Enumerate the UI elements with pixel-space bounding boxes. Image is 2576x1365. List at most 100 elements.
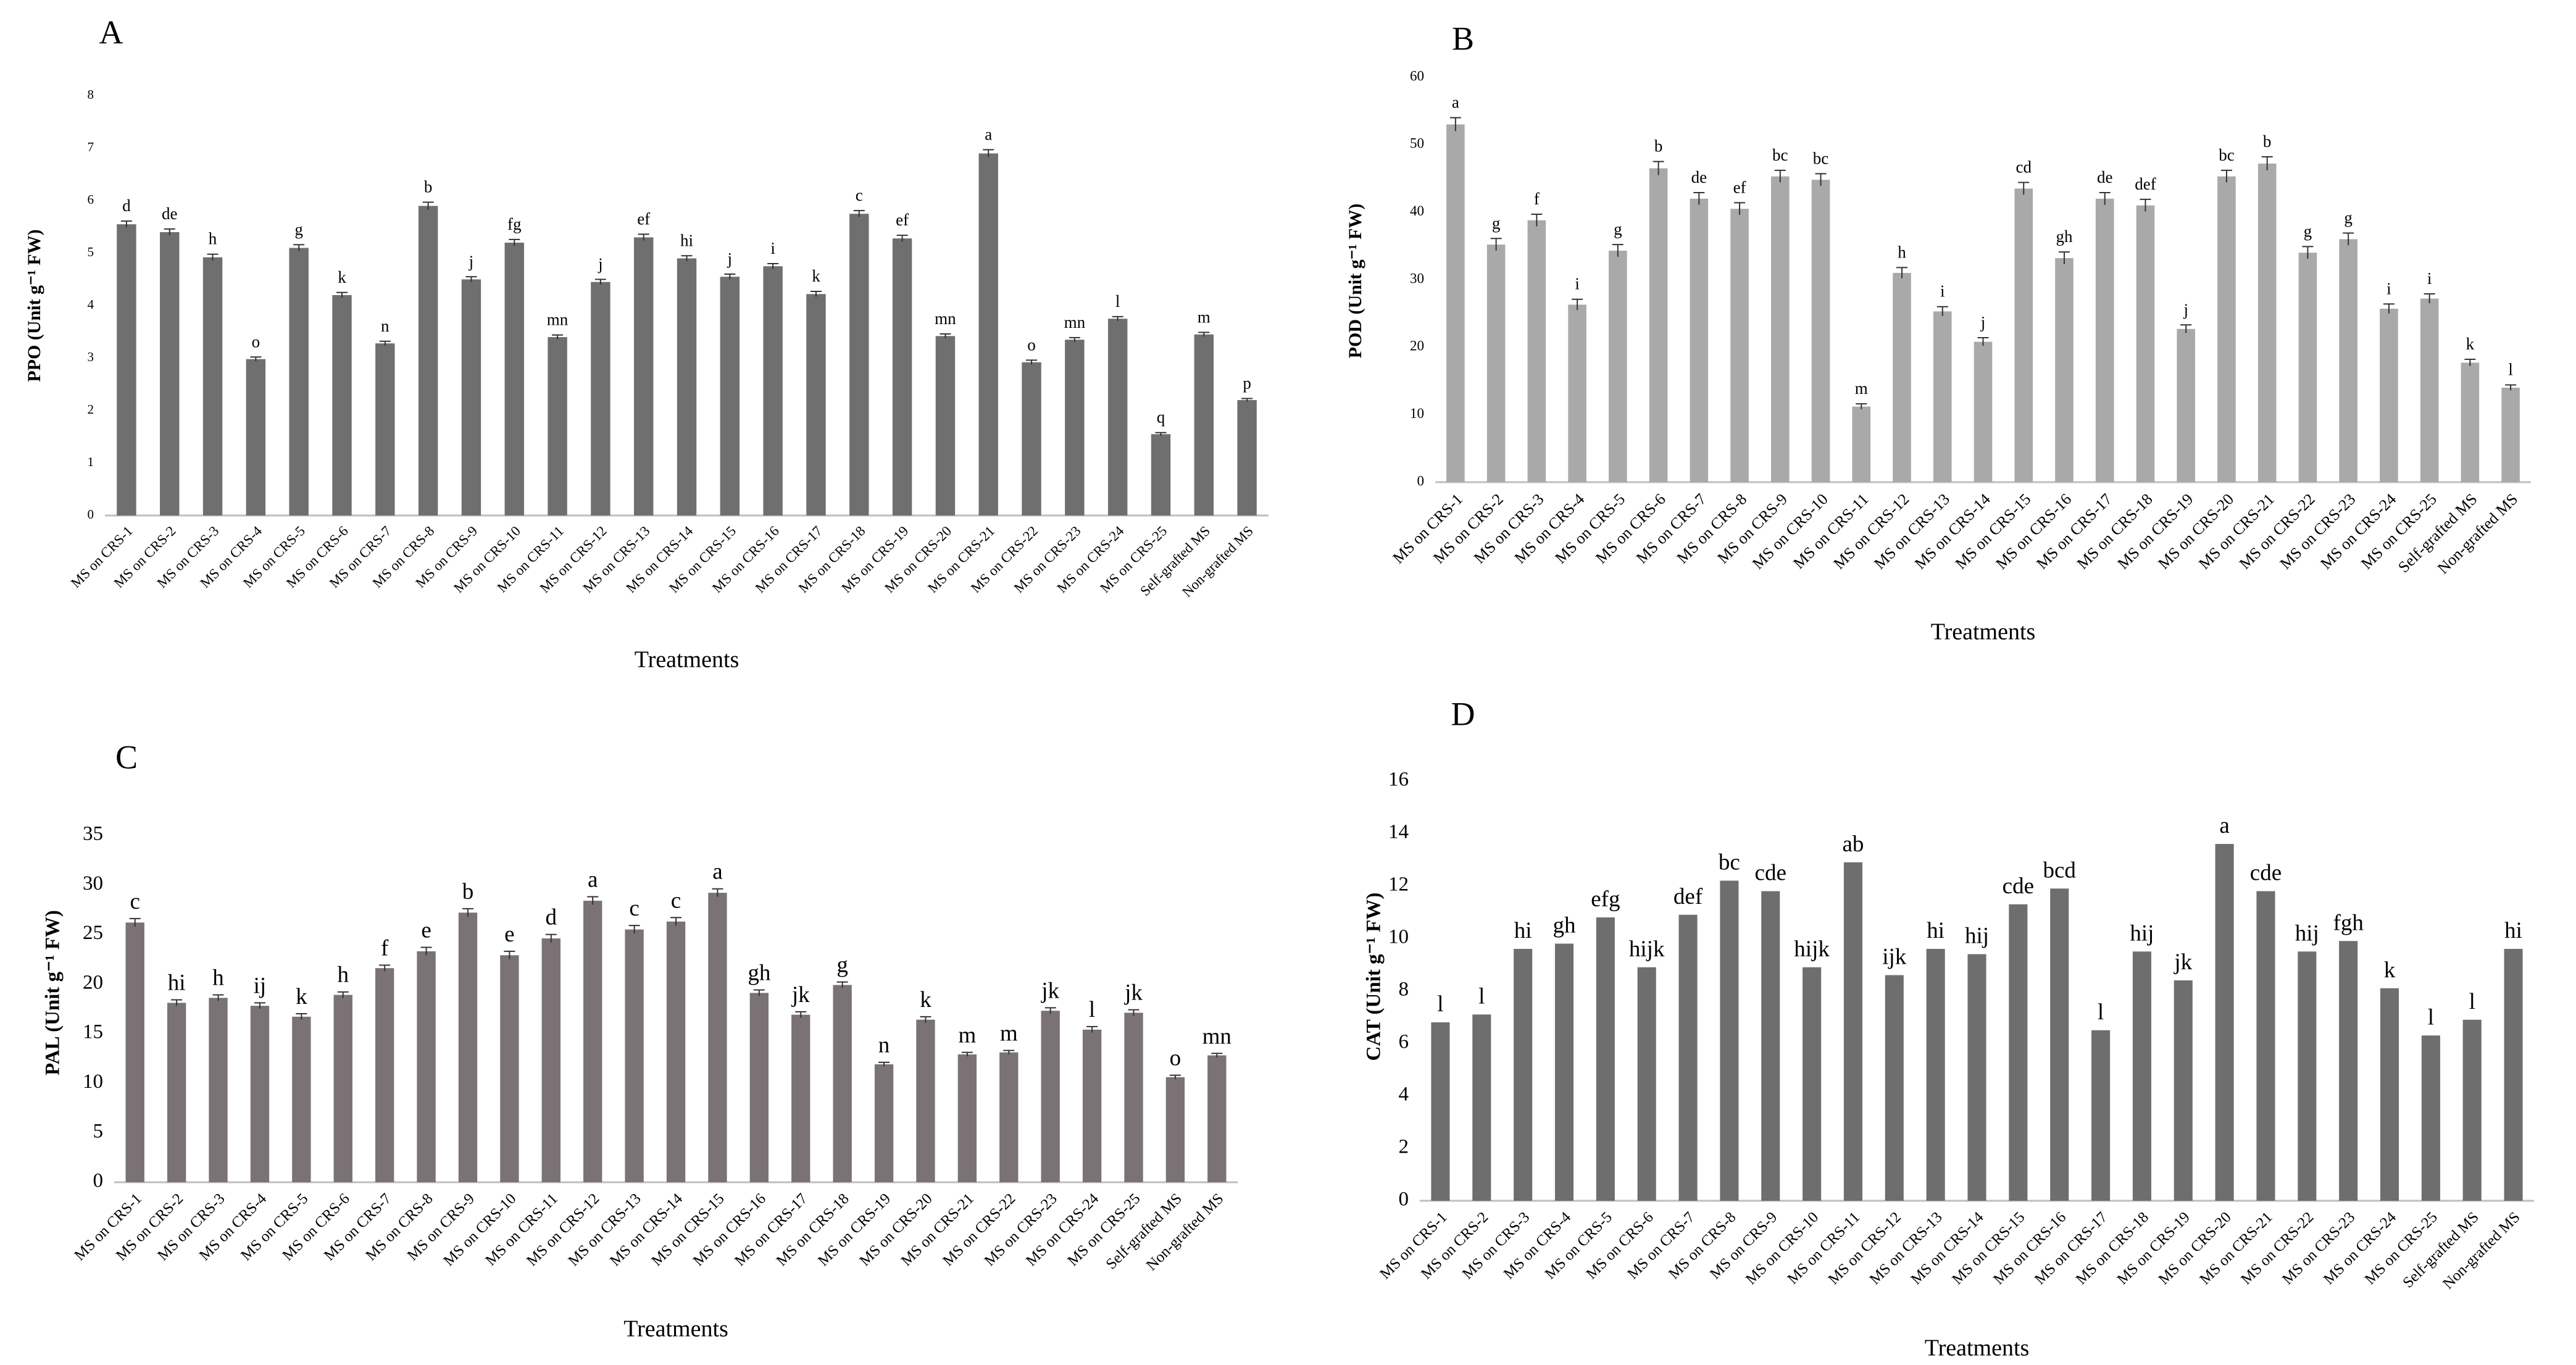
category-label: MS on CRS-17	[2032, 1209, 2111, 1288]
significance-letter: g	[2344, 209, 2353, 227]
significance-letter: ef	[1733, 178, 1746, 196]
bar	[246, 359, 266, 516]
bar	[1967, 954, 1986, 1201]
significance-letter: o	[1027, 335, 1036, 354]
category-label: MS on CRS-12	[1825, 1209, 1904, 1288]
y-tick-label: 8	[1399, 979, 1409, 1001]
bar	[458, 912, 478, 1182]
bar	[625, 929, 644, 1182]
category-label: MS on CRS-13	[1867, 1209, 1946, 1288]
bar	[375, 968, 394, 1182]
category-label: MS on CRS-20	[856, 1190, 935, 1269]
significance-letter: hijk	[1629, 937, 1665, 962]
category-label: MS on CRS-17	[732, 1190, 811, 1269]
significance-letter: a	[1452, 93, 1459, 112]
y-tick-label: 20	[1410, 338, 1424, 354]
significance-letter: def	[1674, 884, 1703, 909]
bar	[2256, 891, 2275, 1201]
bar	[806, 294, 826, 516]
bar	[332, 295, 352, 516]
significance-letter: a	[712, 859, 722, 885]
category-label: MS on CRS-16	[1990, 1209, 2069, 1288]
significance-letter: f	[1534, 190, 1540, 208]
significance-letter: de	[162, 204, 178, 223]
bar	[2009, 904, 2028, 1201]
significance-letter: jk	[1123, 980, 1143, 1006]
bar	[874, 1064, 894, 1182]
bar	[1082, 1029, 1102, 1182]
significance-letter: n	[381, 317, 390, 335]
significance-letter: jk	[791, 982, 810, 1008]
significance-letter: hij	[2130, 920, 2154, 946]
significance-letter: gh	[748, 960, 771, 985]
panel-letter-c: C	[115, 738, 138, 775]
panel-letter-a: A	[99, 14, 123, 51]
significance-letter: k	[2384, 958, 2396, 983]
significance-letter: k	[338, 268, 346, 286]
bar	[1690, 198, 1709, 482]
significance-letter: h	[212, 966, 224, 991]
significance-letter: b	[462, 879, 474, 904]
significance-letter: ef	[896, 211, 909, 229]
bar	[500, 955, 519, 1182]
significance-letter: e	[504, 922, 514, 947]
significance-letter: gh	[1553, 913, 1576, 938]
bar	[2339, 941, 2358, 1201]
category-label: MS on CRS-18	[773, 1190, 852, 1269]
x-axis-title: Treatments	[623, 1316, 728, 1342]
bar	[2217, 176, 2236, 482]
bar	[292, 1016, 311, 1182]
bar	[289, 248, 309, 516]
category-label: MS on CRS-23	[982, 1190, 1061, 1269]
y-tick-label: 35	[83, 823, 103, 845]
bar	[1761, 891, 1780, 1201]
x-axis-title: Treatments	[1925, 1335, 2030, 1361]
significance-letter: c	[671, 888, 681, 913]
significance-letter: bc	[1772, 146, 1788, 164]
significance-letter: l	[2428, 1004, 2434, 1030]
significance-letter: cde	[2003, 874, 2034, 899]
y-tick-label: 30	[83, 872, 103, 895]
bar	[999, 1052, 1019, 1182]
bar	[167, 1003, 186, 1182]
category-label: MS on CRS-19	[815, 1190, 894, 1269]
bar	[1637, 967, 1656, 1201]
bar	[591, 282, 611, 516]
category-label: MS on CRS-15	[648, 1190, 727, 1269]
bar	[2174, 980, 2193, 1201]
significance-letter: l	[1089, 997, 1095, 1022]
significance-letter: mn	[1064, 313, 1086, 332]
significance-letter: fgh	[2333, 910, 2364, 935]
significance-letter: j	[727, 249, 733, 268]
category-label: Non-grafted MS	[1143, 1190, 1227, 1274]
significance-letter: n	[878, 1033, 890, 1058]
significance-letter: k	[812, 267, 820, 285]
bar	[833, 985, 852, 1182]
bar	[1165, 1077, 1185, 1182]
bar	[1207, 1055, 1227, 1182]
significance-letter: m	[1000, 1021, 1018, 1046]
bar	[2421, 1035, 2440, 1201]
significance-letter: i	[2386, 279, 2391, 298]
significance-letter: de	[1691, 168, 1707, 186]
significance-letter: b	[2263, 132, 2272, 151]
y-tick-label: 4	[88, 297, 94, 312]
bar	[2091, 1030, 2111, 1201]
significance-letter: cd	[2015, 158, 2032, 177]
significance-letter: l	[1478, 983, 1485, 1009]
significance-letter: m	[1198, 307, 1211, 326]
bar	[1124, 1012, 1143, 1182]
y-tick-label: 50	[1410, 136, 1424, 151]
bar	[2055, 258, 2074, 482]
significance-letter: m	[1855, 379, 1868, 398]
significance-letter: j	[598, 255, 603, 273]
significance-letter: ij	[254, 973, 267, 998]
significance-letter: l	[2508, 361, 2513, 379]
significance-letter: b	[424, 178, 433, 196]
category-label: MS on CRS-12	[523, 1190, 602, 1269]
bar	[1893, 273, 1911, 482]
bar	[935, 336, 956, 516]
category-label: MS on CRS-25	[2362, 1209, 2441, 1288]
bar	[1107, 319, 1128, 516]
